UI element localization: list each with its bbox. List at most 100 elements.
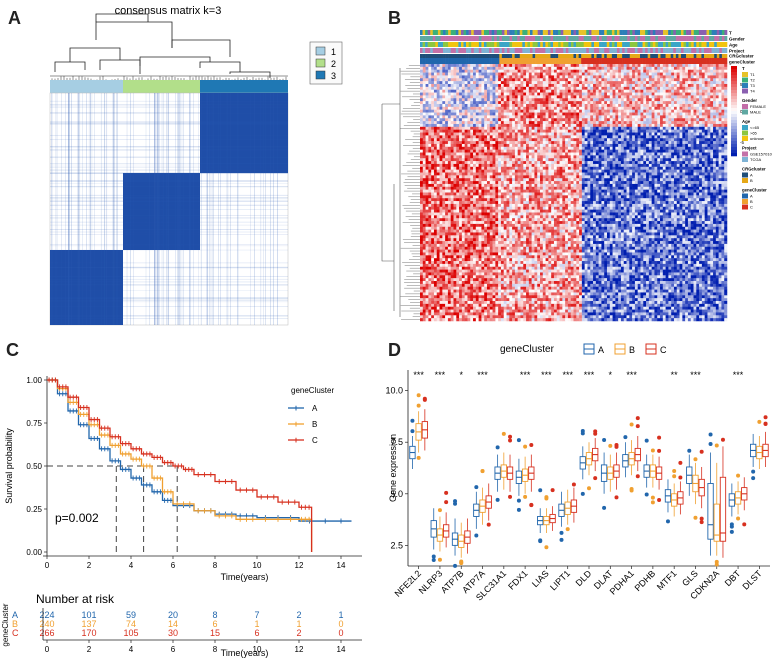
annot-cell bbox=[634, 42, 638, 47]
heat-cell bbox=[648, 86, 652, 90]
heat-cell bbox=[612, 121, 616, 125]
heat-cell bbox=[436, 64, 440, 68]
heat-cell bbox=[662, 81, 666, 85]
heat-cell bbox=[629, 132, 633, 136]
heat-cell bbox=[570, 98, 574, 102]
heat-cell bbox=[590, 95, 594, 99]
annot-cell bbox=[560, 42, 564, 47]
heat-cell bbox=[436, 132, 440, 136]
heat-cell bbox=[498, 66, 502, 70]
annot-cell bbox=[711, 48, 715, 53]
annot-cell bbox=[622, 36, 625, 41]
heat-cell bbox=[459, 118, 463, 122]
heat-cell bbox=[436, 69, 440, 73]
heat-cell bbox=[514, 132, 518, 136]
heat-cell bbox=[534, 92, 538, 96]
annot-cell bbox=[714, 30, 718, 35]
heat-cell bbox=[531, 98, 535, 102]
heat-cell bbox=[486, 161, 491, 165]
heat-cell bbox=[615, 161, 619, 165]
heat-cell bbox=[662, 158, 666, 162]
annot-cell bbox=[517, 42, 521, 47]
annot-cell bbox=[455, 54, 459, 58]
heat-cell bbox=[447, 152, 451, 156]
heat-cell bbox=[687, 161, 691, 165]
annot-cell bbox=[506, 54, 510, 58]
heat-cell bbox=[721, 129, 725, 133]
heat-cell bbox=[704, 75, 708, 79]
heat-cell bbox=[478, 121, 482, 125]
heat-cell bbox=[475, 95, 479, 99]
heat-cell bbox=[682, 132, 686, 136]
heat-cell bbox=[540, 138, 544, 142]
heat-cell bbox=[713, 146, 717, 150]
heat-cell bbox=[643, 138, 647, 142]
heat-cell bbox=[445, 64, 449, 68]
heat-cell bbox=[450, 135, 454, 139]
heat-cell bbox=[632, 115, 636, 119]
annot-cell bbox=[637, 42, 641, 47]
heat-cell bbox=[601, 115, 605, 119]
heat-cell bbox=[551, 69, 555, 73]
heat-cell bbox=[486, 86, 491, 90]
annot-cell bbox=[537, 30, 541, 35]
annot-cell bbox=[586, 30, 590, 35]
heat-cell bbox=[724, 143, 728, 148]
heat-cell bbox=[581, 132, 585, 136]
heat-cell bbox=[687, 115, 691, 119]
heat-cell bbox=[559, 66, 563, 70]
heat-cell bbox=[612, 98, 616, 102]
heat-cell bbox=[537, 86, 541, 90]
heat-cell bbox=[646, 103, 650, 108]
heat-cell bbox=[445, 106, 449, 110]
heat-cell bbox=[570, 78, 574, 82]
heat-cell bbox=[657, 86, 661, 90]
heat-cell bbox=[724, 132, 728, 136]
heat-cell bbox=[459, 121, 463, 125]
heat-cell bbox=[629, 103, 633, 108]
heat-cell bbox=[562, 155, 566, 159]
heat-cell bbox=[481, 152, 485, 156]
heat-cell bbox=[654, 83, 658, 88]
heat-cell bbox=[467, 103, 471, 108]
heat-cell bbox=[570, 75, 574, 79]
heat-cell bbox=[626, 161, 630, 165]
heat-cell bbox=[657, 112, 661, 116]
heat-cell bbox=[551, 141, 555, 145]
heat-cell bbox=[615, 121, 619, 125]
annot-cell bbox=[721, 42, 725, 47]
heat-cell bbox=[528, 135, 532, 139]
annot-cell bbox=[691, 48, 695, 53]
heat-cell bbox=[646, 106, 650, 110]
heat-cell bbox=[651, 135, 655, 139]
heat-cell bbox=[459, 64, 463, 68]
heat-cell bbox=[718, 72, 722, 76]
annot-cell bbox=[627, 48, 631, 53]
heat-cell bbox=[447, 143, 451, 148]
heat-cell bbox=[475, 98, 479, 102]
heat-cell bbox=[551, 138, 555, 142]
heat-cell bbox=[648, 106, 652, 110]
heat-cell bbox=[559, 135, 563, 139]
annot-cell bbox=[673, 48, 677, 53]
heat-cell bbox=[545, 64, 549, 68]
heat-cell bbox=[478, 109, 482, 113]
heat-cell bbox=[562, 81, 566, 85]
heat-cell bbox=[657, 78, 661, 82]
annot-cell bbox=[499, 54, 503, 58]
annot-cell bbox=[645, 30, 648, 35]
heat-cell bbox=[682, 138, 686, 142]
heat-cell bbox=[612, 69, 616, 73]
heat-cell bbox=[445, 126, 449, 130]
annot-cell bbox=[611, 48, 615, 53]
heat-cell bbox=[475, 138, 479, 142]
heat-cell bbox=[531, 64, 535, 68]
heat-cell bbox=[673, 158, 678, 162]
annot-cell bbox=[432, 36, 436, 41]
heat-cell bbox=[609, 81, 613, 85]
annot-cell bbox=[542, 58, 546, 64]
heat-cell bbox=[679, 158, 683, 162]
heat-cell bbox=[573, 112, 577, 116]
heat-cell bbox=[609, 132, 613, 136]
annot-cell bbox=[675, 30, 679, 35]
